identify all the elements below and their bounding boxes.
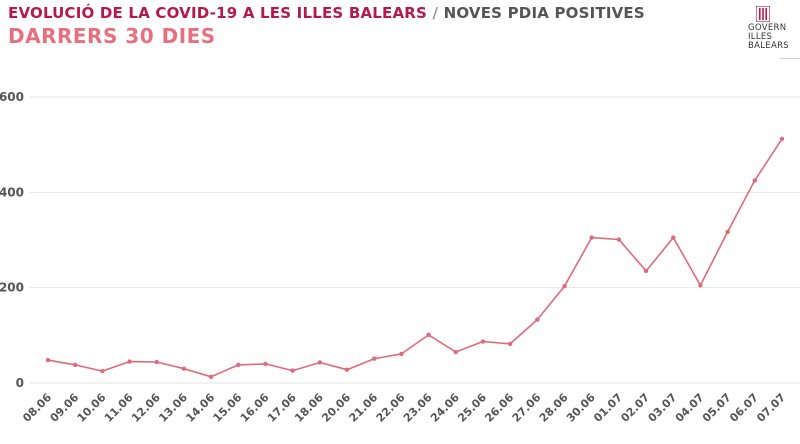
title-main: EVOLUCIÓ DE LA COVID-19 A LES ILLES BALE… xyxy=(8,4,428,22)
govern-crest-icon xyxy=(756,6,770,22)
x-tick-label: 04.07 xyxy=(673,391,707,425)
data-point xyxy=(643,268,649,274)
y-tick-label: 0 xyxy=(16,376,24,390)
x-axis-ticks: 08.0609.0610.0611.0612.0613.0614.0615.06… xyxy=(20,391,788,425)
x-tick-label: 09.06 xyxy=(48,391,82,425)
x-tick-label: 05.07 xyxy=(700,391,734,425)
data-point xyxy=(426,332,431,338)
grid-lines xyxy=(30,96,800,384)
x-tick-label: 01.07 xyxy=(591,391,625,425)
x-tick-label: 27.06 xyxy=(510,391,544,425)
data-point xyxy=(399,351,404,357)
data-point xyxy=(100,368,105,374)
logo-line: BALEARS xyxy=(748,41,789,51)
data-point xyxy=(127,359,132,364)
data-point xyxy=(290,368,295,373)
x-tick-label: 15.06 xyxy=(211,391,245,425)
x-tick-label: 07.07 xyxy=(754,391,788,425)
data-point xyxy=(698,283,703,288)
logo-line: GOVERN xyxy=(748,23,787,33)
x-tick-label: 30.06 xyxy=(564,391,598,425)
x-tick-label: 13.06 xyxy=(156,391,190,425)
x-tick-label: 17.06 xyxy=(265,391,299,425)
data-point xyxy=(181,366,187,371)
data-point xyxy=(725,229,730,235)
chart-header: EVOLUCIÓ DE LA COVID-19 A LES ILLES BALE… xyxy=(8,4,645,48)
x-tick-label: 22.06 xyxy=(374,391,408,425)
data-point xyxy=(72,362,78,368)
header-divider xyxy=(780,58,800,59)
x-tick-label: 08.06 xyxy=(20,391,54,425)
data-point xyxy=(208,374,214,380)
x-tick-label: 18.06 xyxy=(292,391,326,425)
x-tick-label: 02.07 xyxy=(618,391,652,425)
data-point xyxy=(236,362,241,368)
y-tick-label: 400 xyxy=(0,185,24,199)
data-point xyxy=(154,359,159,365)
x-tick-label: 25.06 xyxy=(455,391,489,425)
series-line xyxy=(47,138,783,378)
data-point xyxy=(616,237,622,242)
x-tick-label: 26.06 xyxy=(482,391,516,425)
x-tick-label: 03.07 xyxy=(646,391,680,425)
chart-subtitle: DARRERS 30 DIES xyxy=(8,24,216,48)
x-tick-label: 23.06 xyxy=(401,391,435,425)
y-axis-ticks: 0 200 400 600 xyxy=(0,90,24,390)
x-tick-label: 20.06 xyxy=(319,391,353,425)
x-tick-label: 11.06 xyxy=(102,391,136,425)
logo-text: GOVERN ILLES BALEARS xyxy=(748,24,798,51)
x-tick-label: 28.06 xyxy=(537,391,571,425)
data-point xyxy=(671,235,676,240)
series-layer xyxy=(45,136,785,380)
data-point xyxy=(263,361,268,367)
data-point xyxy=(507,341,513,347)
data-point xyxy=(480,339,486,344)
data-point xyxy=(752,178,758,183)
x-tick-label: 14.06 xyxy=(183,391,217,425)
title-separator: / xyxy=(432,4,439,22)
x-tick-label: 21.06 xyxy=(347,391,381,425)
title-sub: NOVES PDIA POSITIVES xyxy=(443,4,645,22)
x-tick-label: 06.07 xyxy=(727,391,761,425)
data-point xyxy=(344,367,350,372)
y-tick-label: 200 xyxy=(0,281,24,295)
logo-line: ILLES xyxy=(748,32,773,42)
x-tick-label: 24.06 xyxy=(428,391,462,425)
x-tick-label: 16.06 xyxy=(238,391,272,425)
y-tick-label: 600 xyxy=(0,90,24,104)
govern-logo: GOVERN ILLES BALEARS xyxy=(748,6,798,51)
data-point xyxy=(535,317,540,322)
data-point xyxy=(453,349,458,355)
data-point xyxy=(317,360,323,365)
x-tick-label: 12.06 xyxy=(129,391,163,425)
data-point xyxy=(589,235,594,240)
data-point xyxy=(562,284,567,289)
data-point xyxy=(779,136,785,142)
data-point xyxy=(45,357,51,363)
chart-title: EVOLUCIÓ DE LA COVID-19 A LES ILLES BALE… xyxy=(8,4,645,22)
data-point xyxy=(372,356,377,361)
x-tick-label: 10.06 xyxy=(75,391,109,425)
